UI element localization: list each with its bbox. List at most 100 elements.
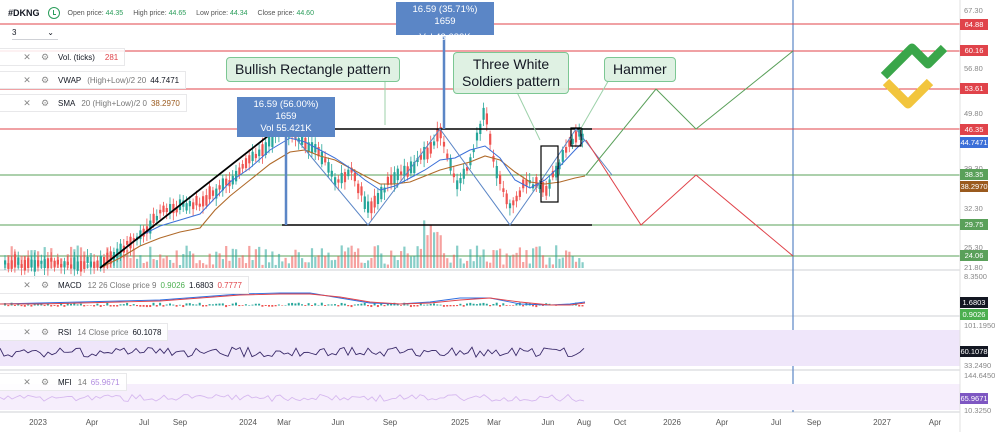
- candle-body: [89, 261, 92, 267]
- candle-body: [380, 186, 383, 200]
- volume-bar: [139, 255, 142, 268]
- candle-body: [10, 260, 13, 269]
- trend-line[interactable]: [99, 124, 283, 269]
- measure-box-1[interactable]: 16.59 (56.00%) 1659 Vol 55.421K: [237, 97, 335, 137]
- macd-bar: [475, 304, 478, 306]
- macd-bar: [376, 305, 379, 308]
- macd-bar: [63, 305, 66, 307]
- close-icon[interactable]: ✕: [23, 376, 31, 387]
- macd-bar: [241, 305, 244, 306]
- close-icon[interactable]: ✕: [23, 279, 31, 290]
- candle-body: [235, 170, 238, 182]
- candle-body: [350, 167, 353, 173]
- macd-bar: [419, 303, 422, 306]
- macd-bar: [390, 302, 393, 306]
- volume-bar: [241, 255, 244, 268]
- macd-bar: [495, 302, 498, 306]
- candle-body: [116, 248, 119, 258]
- rsi-line: [0, 346, 585, 358]
- close-icon[interactable]: ✕: [23, 74, 31, 85]
- volume-bar: [192, 253, 195, 268]
- time-axis-label: Mar: [277, 418, 291, 427]
- open-price: Open price: 44.35: [67, 9, 124, 17]
- candle-body: [304, 137, 307, 150]
- candle-body: [76, 261, 79, 271]
- timeframe-select[interactable]: 3 ⌄: [12, 26, 58, 40]
- rsi-tag: 60.1078: [960, 346, 988, 357]
- bearish-forecast-path[interactable]: [585, 139, 794, 257]
- hammer-label[interactable]: Hammer: [604, 57, 676, 82]
- mfi-tag: 65.9671: [960, 393, 988, 404]
- legend-sma[interactable]: ✕ ⚙ SMA 20 (High+Low)/2 0 38.2970: [0, 94, 187, 112]
- legend-mfi[interactable]: ✕ ⚙ MFI 14 65.9671: [0, 373, 127, 391]
- macd-bar: [182, 305, 185, 308]
- close-icon[interactable]: ✕: [23, 326, 31, 337]
- legend-volume[interactable]: ✕ ⚙ Vol. (ticks) 281: [0, 48, 126, 66]
- volume-bar: [202, 263, 205, 268]
- gear-icon[interactable]: ⚙: [40, 51, 50, 62]
- candle-body: [159, 209, 162, 214]
- candle-body: [301, 132, 304, 146]
- mfi-axis-label: 144.6450: [964, 371, 996, 380]
- volume-bar: [446, 258, 449, 268]
- close-icon[interactable]: ✕: [23, 51, 31, 62]
- gear-icon[interactable]: ⚙: [40, 74, 50, 85]
- macd-tag: 1.6803: [960, 297, 988, 308]
- volume-bar: [231, 248, 234, 268]
- volume-bar: [281, 261, 284, 268]
- macd-bar: [264, 305, 267, 306]
- macd-bar: [122, 304, 125, 306]
- macd-bar: [380, 303, 383, 306]
- candle-body: [132, 238, 135, 242]
- bullish-forecast-path[interactable]: [585, 50, 794, 176]
- gear-icon[interactable]: ⚙: [40, 326, 50, 337]
- macd-bar: [132, 304, 135, 306]
- price-axis-label: 21.80: [964, 263, 983, 272]
- time-axis-label: 2024: [239, 418, 257, 427]
- volume-bar: [416, 246, 419, 268]
- gear-icon[interactable]: ⚙: [40, 97, 50, 108]
- volume-bar: [264, 249, 267, 268]
- hammer-box[interactable]: [570, 127, 582, 147]
- volume-bar: [340, 245, 343, 268]
- macd-bar: [281, 305, 284, 306]
- macd-bar: [211, 304, 214, 306]
- candle-body: [334, 177, 337, 186]
- three-white-soldiers-label[interactable]: Three White Soldiers pattern: [453, 52, 570, 94]
- volume-bar: [409, 256, 413, 268]
- legend-rsi[interactable]: ✕ ⚙ RSI 14 Close price 60.1078: [0, 323, 169, 341]
- volume-bar: [152, 259, 155, 268]
- three-soldiers-box[interactable]: [540, 145, 559, 203]
- volume-bar: [532, 248, 535, 268]
- macd-bar: [23, 305, 26, 307]
- candle-body: [86, 256, 89, 264]
- ticker-symbol[interactable]: #DKNG: [8, 8, 40, 18]
- price-tag: 38.2970: [960, 181, 988, 192]
- legend-vwap[interactable]: ✕ ⚙ VWAP (High+Low)/2 20 44.7471: [0, 71, 187, 89]
- measure-box-2[interactable]: 16.59 (35.71%) 1659 Vol 43.683K: [396, 2, 494, 43]
- macd-bar: [535, 305, 538, 308]
- macd-bar: [357, 304, 360, 306]
- macd-bar: [287, 303, 290, 306]
- close-icon[interactable]: ✕: [23, 97, 31, 108]
- macd-bar: [340, 302, 343, 306]
- candle-body: [373, 195, 376, 208]
- volume-bar: [136, 258, 139, 268]
- volume-bar: [423, 220, 426, 268]
- volume-bar: [456, 245, 459, 268]
- gear-icon[interactable]: ⚙: [40, 376, 50, 387]
- macd-bar: [353, 304, 356, 306]
- clock-icon[interactable]: [47, 7, 60, 19]
- gear-icon[interactable]: ⚙: [40, 279, 50, 290]
- rsi-axis-label: 101.1950: [964, 321, 996, 330]
- bullish-rectangle-label[interactable]: Bullish Rectangle pattern: [226, 57, 400, 82]
- candle-body: [347, 169, 350, 177]
- candle-body: [188, 200, 191, 207]
- legend-macd[interactable]: ✕ ⚙ MACD 12 26 Close price 9 0.9026 1.68…: [0, 276, 249, 294]
- volume-bar: [277, 253, 281, 268]
- volume-bar: [518, 247, 521, 268]
- zigzag-line[interactable]: [287, 128, 613, 226]
- macd-bar: [185, 303, 188, 306]
- volume-bar: [254, 249, 257, 268]
- macd-bar: [119, 304, 122, 306]
